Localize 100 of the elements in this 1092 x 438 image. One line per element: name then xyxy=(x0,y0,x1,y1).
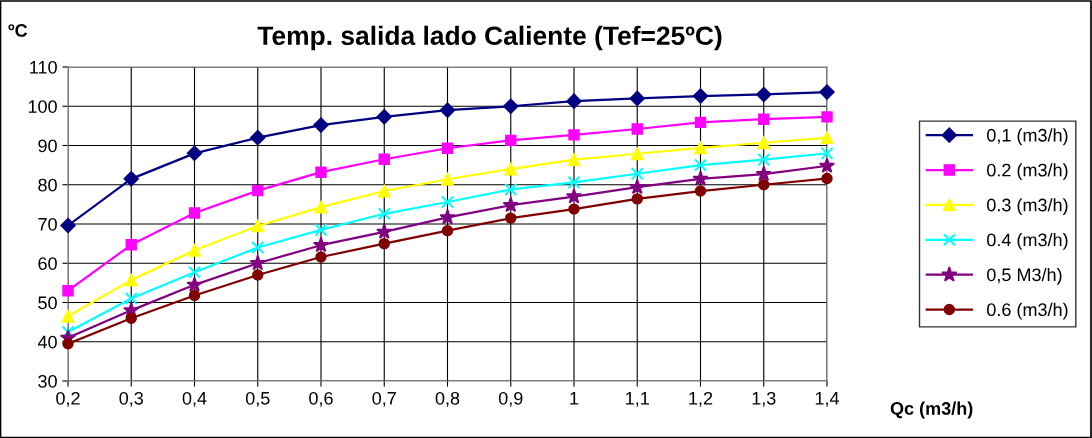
point xyxy=(314,200,328,214)
point xyxy=(62,285,74,297)
point xyxy=(565,188,583,204)
y-tick-label: 70 xyxy=(38,217,57,231)
point xyxy=(186,145,203,162)
point xyxy=(439,102,456,118)
x-tick-label: 0,9 xyxy=(498,391,523,407)
point xyxy=(124,273,138,287)
point xyxy=(693,158,708,172)
x-axis-title: Qc (m3/h) xyxy=(890,401,973,419)
point xyxy=(441,172,454,186)
point xyxy=(377,207,391,221)
point xyxy=(376,109,392,125)
point xyxy=(821,172,833,185)
point xyxy=(249,254,266,271)
x-tick-label: 1,3 xyxy=(752,391,776,407)
point xyxy=(758,113,770,125)
point xyxy=(630,167,644,181)
legend-label: 0,1 (m3/h) xyxy=(987,128,1068,146)
legend-label: 0,5 M3/h) xyxy=(987,267,1062,285)
point xyxy=(377,184,391,198)
point xyxy=(313,117,329,133)
point xyxy=(125,239,137,251)
x-tick-label: 0,6 xyxy=(309,391,333,407)
point xyxy=(694,116,707,129)
point xyxy=(631,193,643,205)
point xyxy=(568,203,580,215)
point xyxy=(757,153,771,167)
chart-title: Temp. salida lado Caliente (Tef=25ºC) xyxy=(257,25,722,51)
point xyxy=(440,195,455,209)
point xyxy=(566,93,582,109)
point xyxy=(378,153,390,165)
point xyxy=(820,146,834,160)
point xyxy=(502,196,519,213)
point xyxy=(252,184,264,197)
point xyxy=(567,175,581,189)
point xyxy=(504,182,518,197)
point xyxy=(188,207,201,219)
point xyxy=(694,185,707,197)
point xyxy=(188,289,201,302)
y-tick-label: 30 xyxy=(38,374,57,388)
x-tick-label: 0,3 xyxy=(119,391,144,407)
point xyxy=(503,98,519,114)
y-axis-title: ºC xyxy=(8,24,28,37)
point xyxy=(61,309,75,323)
point xyxy=(125,312,137,324)
point xyxy=(692,170,709,186)
point xyxy=(504,162,518,176)
y-tick-label: 110 xyxy=(30,60,57,74)
point xyxy=(250,129,266,146)
point xyxy=(629,90,645,107)
point xyxy=(818,157,836,173)
legend-label: 0.2 (m3/h) xyxy=(987,163,1068,181)
point xyxy=(315,166,327,178)
legend-label: 0.3 (m3/h) xyxy=(987,198,1068,215)
point xyxy=(756,86,772,103)
x-tick-label: 1 xyxy=(570,392,579,405)
point xyxy=(186,276,203,292)
point xyxy=(819,84,835,100)
point xyxy=(376,223,393,239)
point xyxy=(60,217,76,234)
point xyxy=(123,171,139,187)
x-tick-label: 0,5 xyxy=(245,391,270,407)
point xyxy=(505,134,517,147)
point xyxy=(378,237,390,250)
x-tick-label: 0,2 xyxy=(56,391,80,407)
point xyxy=(692,88,709,104)
x-tick-label: 0,8 xyxy=(435,391,460,407)
point xyxy=(441,224,454,237)
point xyxy=(62,338,74,350)
x-tick-label: 1,4 xyxy=(815,392,840,407)
legend-label: 0.6 (m3/h) xyxy=(987,302,1068,320)
point xyxy=(694,141,707,155)
point xyxy=(568,129,580,141)
point xyxy=(315,251,327,263)
point xyxy=(124,291,138,306)
y-tick-label: 100 xyxy=(28,100,57,113)
point xyxy=(314,223,328,237)
point xyxy=(441,142,454,154)
x-tick-label: 0,7 xyxy=(372,391,396,407)
point xyxy=(821,111,833,123)
point xyxy=(820,131,834,145)
point xyxy=(631,123,643,135)
legend-label: 0.4 (m3/h) xyxy=(987,233,1068,250)
y-tick-label: 80 xyxy=(38,178,57,192)
point xyxy=(187,265,202,279)
point xyxy=(755,165,772,182)
point xyxy=(251,219,265,233)
point xyxy=(757,136,771,150)
y-tick-label: 60 xyxy=(38,257,57,270)
point xyxy=(758,179,770,191)
point xyxy=(567,153,581,167)
x-tick-label: 1,1 xyxy=(626,392,649,407)
point xyxy=(312,236,330,253)
point xyxy=(629,178,646,195)
x-tick-label: 1,2 xyxy=(689,391,713,407)
point xyxy=(505,212,517,224)
x-tick-label: 0,4 xyxy=(182,391,207,407)
point xyxy=(630,147,644,161)
point xyxy=(251,240,265,255)
